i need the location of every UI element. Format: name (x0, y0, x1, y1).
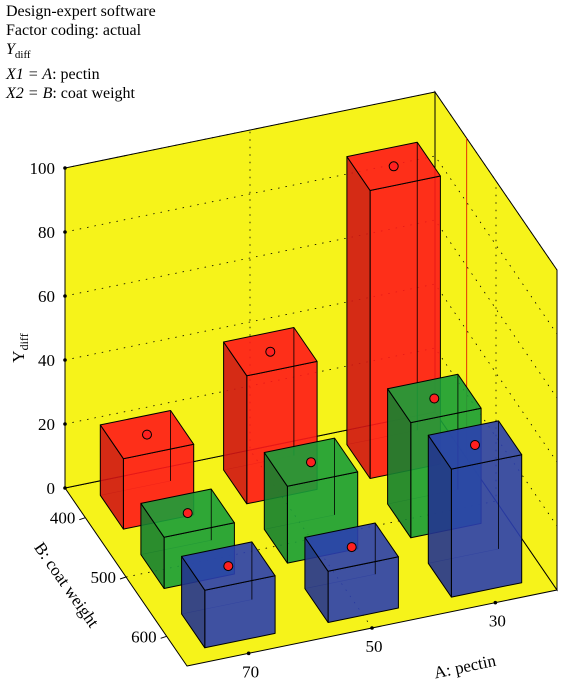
factor-x2-label: X2 = B: coat weight (6, 84, 156, 103)
b-tick (79, 517, 86, 521)
b-tick-label: 600 (131, 627, 157, 646)
a-tick-label: 70 (242, 662, 259, 681)
bar-70-600 (181, 541, 276, 649)
b-tick-label: 500 (91, 568, 117, 587)
bar-30-600 (427, 420, 523, 598)
design-point-marker (388, 161, 399, 172)
z-tick (63, 486, 67, 490)
b-tick (160, 635, 167, 639)
x2-name: : coat weight (52, 85, 135, 103)
z-tick-label: 80 (38, 223, 55, 242)
software-label: Design-expert software (6, 3, 156, 20)
x2-prefix: X2 = (6, 85, 43, 103)
b-tick-label: 400 (50, 509, 76, 528)
z-axis-title: Ydiff (9, 333, 31, 362)
a-tick-label: 50 (366, 637, 383, 656)
b-tick (119, 576, 127, 580)
z-tick (63, 422, 67, 426)
design-point-marker (142, 429, 152, 440)
a-tick-label: 30 (489, 612, 506, 631)
z-tick (63, 294, 67, 298)
z-tick-label: 40 (38, 351, 55, 370)
chart-header: Design-expert software Factor coding: ac… (6, 2, 156, 103)
design-point-marker (346, 542, 357, 553)
design-point-marker (429, 393, 440, 404)
x2-letter: B (42, 85, 53, 103)
x1-name: : pectin (52, 66, 100, 84)
factor-coding-label: Factor coding: actual (6, 22, 142, 39)
response-sub: diff (14, 49, 31, 62)
a-axis-title: A: pectin (432, 651, 498, 683)
a-tick (246, 651, 251, 656)
bar-50-600 (304, 522, 399, 623)
design-point-marker (306, 457, 316, 468)
response-label: Ydiff (6, 40, 156, 65)
x1-prefix: X1 = (6, 66, 43, 84)
response-main: Y (6, 41, 15, 58)
design-point-marker (182, 508, 193, 519)
z-tick (63, 358, 67, 362)
a-tick (493, 600, 498, 605)
z-tick (63, 166, 67, 170)
design-point-marker (265, 346, 276, 357)
x1-letter: A (42, 66, 53, 84)
z-tick-label: 100 (30, 159, 56, 178)
z-tick-label: 60 (38, 287, 55, 306)
bar-side-face (346, 156, 371, 479)
z-tick-label: 20 (38, 415, 55, 434)
bar-front-face (450, 454, 523, 598)
design-point-marker (470, 440, 480, 450)
bars (99, 141, 523, 649)
factor-x1-label: X1 = A: pectin (6, 65, 156, 84)
design-point-marker (223, 561, 234, 572)
z-tick-label: 0 (47, 479, 56, 498)
a-tick (370, 626, 374, 630)
z-tick (63, 230, 67, 234)
